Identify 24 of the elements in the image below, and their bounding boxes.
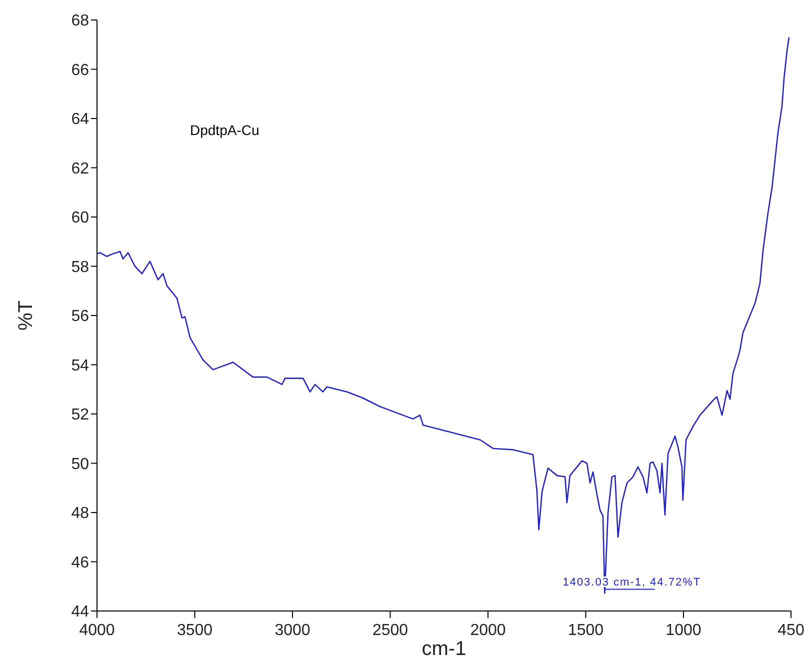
y-tick-label: 68	[71, 12, 90, 30]
annotation: DpdtpA-Cu	[190, 122, 260, 138]
x-tick-label: 2500	[372, 622, 408, 639]
y-tick-label: 48	[71, 505, 90, 522]
y-tick-label: 52	[71, 406, 90, 424]
y-tick-label: 66	[71, 62, 90, 79]
x-axis-title: cm-1	[422, 638, 466, 660]
x-tick-label: 3500	[176, 622, 213, 639]
y-tick-label: 60	[71, 210, 90, 227]
x-tick-label: 4000	[79, 622, 115, 639]
y-tick-label: 44	[71, 604, 90, 621]
y-tick-label: 50	[71, 456, 90, 473]
x-tick-label: 1500	[568, 622, 604, 639]
x-tick-label: 3000	[274, 622, 310, 639]
y-tick-label: 56	[71, 308, 90, 326]
y-tick-label: 64	[71, 111, 90, 128]
y-tick-label: 46	[71, 554, 90, 572]
x-tick-label: 450	[778, 622, 804, 639]
x-tick-label: 1000	[666, 622, 702, 639]
y-tick-label: 62	[71, 160, 90, 178]
y-axis-title: %T	[15, 300, 37, 330]
x-tick-label: 2000	[470, 622, 506, 639]
y-tick-label: 58	[71, 258, 90, 276]
y-tick-label: 54	[71, 357, 90, 374]
